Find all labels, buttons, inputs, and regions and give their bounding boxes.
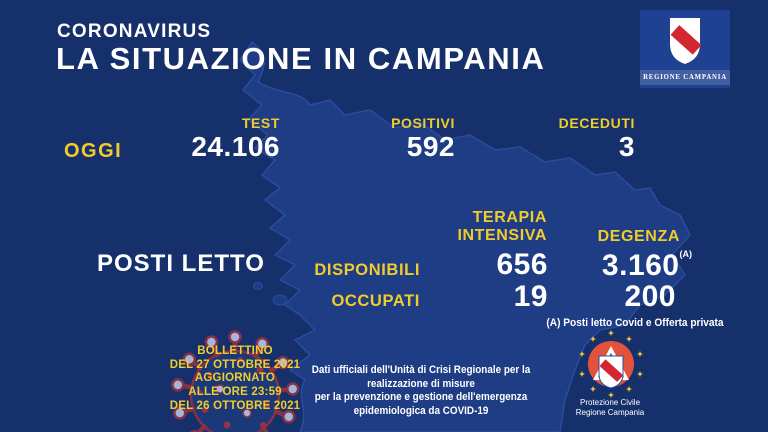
today-label: OGGI — [64, 140, 123, 162]
official-data-disclaimer: Dati ufficiali dell'Unità di Crisi Regio… — [285, 364, 557, 418]
icu-available-value: 656 — [496, 248, 548, 281]
stat-test-value: 24.106 — [191, 131, 280, 162]
stat-deceduti: DECEDUTI 3 — [559, 115, 635, 161]
pc-caption-line1: Protezione Civile — [579, 398, 641, 407]
protezione-civile-logo — [579, 330, 643, 398]
bulletin-date-block: BOLLETTINO DEL 27 OTTOBRE 2021 AGGIORNAT… — [133, 345, 337, 414]
icu-header-line2: INTENSIVA — [457, 227, 547, 244]
virus-icon — [140, 328, 332, 432]
beds-footnote: (A) Posti letto Covid e Offerta privata — [546, 317, 724, 329]
stat-positivi-label: POSITIVI — [391, 115, 455, 131]
disclaimer-line1: Dati ufficiali dell'Unità di Crisi Regio… — [311, 364, 531, 390]
beds-available-label: DISPONIBILI — [314, 261, 420, 279]
beds-occupied-label: OCCUPATI — [331, 292, 420, 310]
campania-shield-icon — [662, 16, 708, 68]
ward-available-footnote-ref: (A) — [679, 249, 693, 259]
pc-caption-line2: Regione Campania — [575, 407, 645, 417]
stat-test: TEST 24.106 — [191, 115, 280, 161]
bulletin-line: ALLE ORE 23:59 — [188, 386, 282, 399]
bulletin-line: DEL 26 OTTOBRE 2021 — [169, 399, 301, 412]
beds-section-label: POSTI LETTO — [97, 250, 265, 277]
icu-column-header: TERAPIA INTENSIVA — [457, 209, 547, 245]
bulletin-line: AGGIORNATO — [194, 372, 276, 385]
icu-occupied-value: 19 — [513, 280, 548, 313]
stat-deceduti-value: 3 — [618, 131, 635, 162]
ward-occupied-value: 200 — [624, 280, 676, 313]
stat-test-label: TEST — [241, 115, 280, 131]
ward-available-number: 3.160 — [601, 249, 680, 282]
ward-available-value: 3.160(A) — [602, 250, 692, 281]
stat-deceduti-label: DECEDUTI — [558, 115, 635, 131]
stat-positivi: POSITIVI 592 — [391, 115, 455, 161]
bulletin-line: DEL 27 OTTOBRE 2021 — [169, 358, 301, 371]
protezione-civile-caption: Protezione Civile Regione Campania — [560, 398, 660, 417]
regione-campania-caption: REGIONE CAMPANIA — [640, 70, 730, 85]
bulletin-line: BOLLETTINO — [197, 345, 273, 357]
kicker-coronavirus: CORONAVIRUS — [57, 21, 212, 42]
regione-campania-logo: REGIONE CAMPANIA — [640, 10, 730, 88]
icu-header-line1: TERAPIA — [472, 209, 547, 226]
ward-column-header: DEGENZA — [597, 228, 680, 245]
disclaimer-line2: per la prevenzione e gestione dell'emerg… — [314, 391, 528, 417]
page-title: LA SITUAZIONE IN CAMPANIA — [56, 41, 546, 76]
stat-positivi-value: 592 — [406, 131, 455, 162]
